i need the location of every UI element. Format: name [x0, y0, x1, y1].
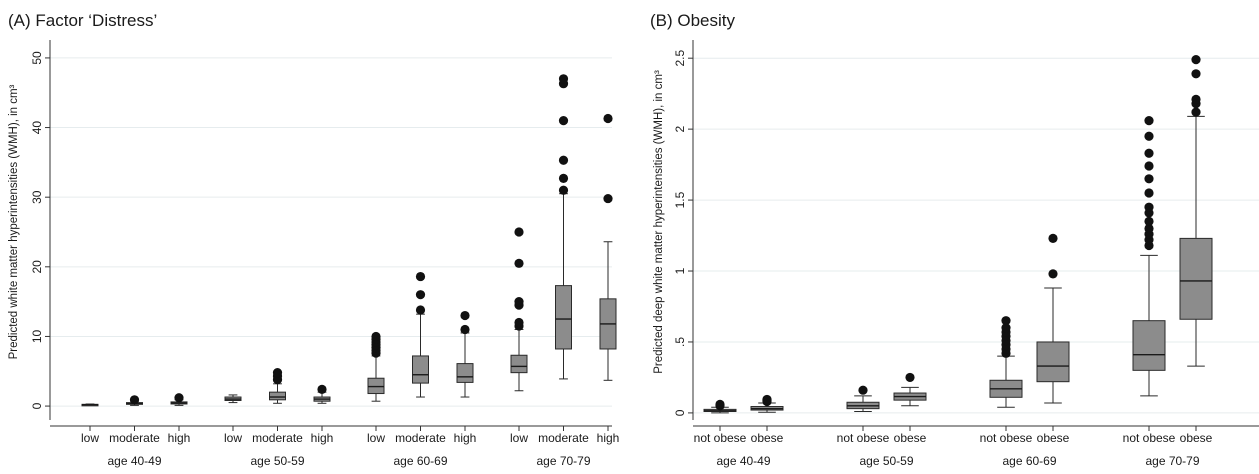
y-tick-label: 0	[30, 402, 44, 409]
age-group-label: age 60-69	[393, 454, 447, 468]
age-group-label: age 60-69	[1002, 454, 1056, 468]
category-label: obese	[1037, 431, 1070, 445]
outlier-point	[1144, 161, 1154, 171]
chart-title: (B) Obesity	[650, 11, 736, 30]
y-tick-label: 40	[30, 121, 44, 135]
y-tick-label: 1	[673, 267, 687, 274]
outlier-point	[905, 372, 915, 383]
y-tick-label: 10	[30, 329, 44, 343]
box-iqr	[555, 285, 572, 350]
outlier-point	[1001, 316, 1011, 326]
outlier-point	[514, 258, 524, 268]
age-group-label: age 50-59	[250, 454, 304, 468]
outlier-point	[317, 384, 327, 394]
outlier-point	[603, 113, 613, 124]
outlier-point	[858, 385, 868, 395]
outlier-point	[371, 331, 381, 342]
outlier-point	[1001, 323, 1011, 333]
age-group-label: age 50-59	[859, 454, 913, 468]
category-label: low	[81, 431, 99, 445]
age-group-label: age 40-49	[716, 454, 770, 468]
category-label: high	[311, 431, 334, 445]
y-tick-label: 50	[30, 51, 44, 65]
outlier-point	[1144, 116, 1154, 126]
box-iqr	[1179, 237, 1213, 320]
outlier-point	[762, 394, 772, 405]
outlier-point	[1144, 188, 1154, 198]
category-label: obese	[894, 431, 927, 445]
outlier-point	[1191, 94, 1201, 104]
chart-title: (A) Factor ‘Distress’	[8, 11, 157, 30]
category-label: obese	[1180, 431, 1213, 445]
category-label: not obese	[837, 431, 890, 445]
category-label: moderate	[252, 431, 303, 445]
category-label: high	[168, 431, 191, 445]
box-iqr	[1036, 341, 1070, 383]
category-label: moderate	[395, 431, 446, 445]
category-label: not obese	[1123, 431, 1176, 445]
outlier-point	[1144, 174, 1154, 184]
outlier-point	[1191, 55, 1201, 65]
box-iqr	[412, 355, 429, 384]
age-group-label: age 40-49	[107, 454, 161, 468]
outlier-point	[415, 271, 426, 282]
category-label: high	[597, 431, 620, 445]
outlier-point	[514, 317, 524, 328]
y-axis-label: Predicted deep white matter hyperintensi…	[653, 70, 665, 374]
box-iqr	[510, 354, 528, 374]
category-label: not obese	[694, 431, 747, 445]
outlier-point	[415, 290, 426, 300]
y-tick-label: 30	[30, 190, 44, 204]
outlier-point	[514, 227, 524, 237]
category-label: moderate	[109, 431, 160, 445]
y-tick-label: .5	[673, 337, 687, 347]
category-label: low	[510, 431, 528, 445]
outlier-point	[1048, 269, 1058, 279]
outlier-point	[603, 193, 613, 204]
outlier-point	[174, 393, 184, 403]
category-label: moderate	[538, 431, 589, 445]
age-group-label: age 70-79	[1145, 454, 1199, 468]
y-tick-label: 2.5	[673, 50, 687, 67]
outlier-point	[1048, 233, 1058, 243]
outlier-point	[715, 399, 725, 409]
outlier-point	[460, 324, 470, 335]
outlier-point	[1144, 216, 1154, 226]
outlier-point	[1144, 148, 1154, 158]
outlier-point	[558, 74, 569, 84]
category-label: high	[454, 431, 477, 445]
outlier-point	[1191, 107, 1201, 117]
outlier-point	[558, 115, 569, 126]
age-group-label: age 70-79	[536, 454, 590, 468]
y-tick-label: 0	[673, 409, 687, 416]
y-tick-label: 20	[30, 260, 44, 274]
outlier-point	[1144, 223, 1154, 234]
outlier-point	[129, 395, 140, 405]
y-tick-label: 1.5	[673, 191, 687, 208]
box-iqr	[456, 363, 474, 383]
category-label: low	[367, 431, 385, 445]
outlier-point	[558, 155, 569, 165]
box-iqr	[1132, 320, 1166, 371]
y-tick-label: 2	[673, 125, 687, 132]
category-label: low	[224, 431, 242, 445]
panel-a-distress: (A) Factor ‘Distress’ 0 10 20 30 40 50 Predicte…	[8, 11, 619, 468]
category-label: obese	[751, 431, 784, 445]
outlier-point	[460, 310, 470, 321]
outlier-point	[272, 368, 283, 378]
outlier-point	[415, 305, 426, 315]
outlier-point	[1144, 131, 1154, 141]
y-axis-label: Predicted white matter hyperintensities …	[8, 84, 20, 359]
outlier-point	[1144, 202, 1154, 212]
outlier-point	[1191, 69, 1201, 79]
outlier-point	[558, 185, 569, 195]
outlier-point	[558, 173, 569, 183]
box-iqr	[269, 391, 286, 401]
category-label: not obese	[980, 431, 1033, 445]
panel-b-obesity: (B) Obesity 0 .5 1 1.5 2 2.5 Predicted deep whi…	[650, 11, 1259, 468]
outlier-point	[514, 297, 524, 307]
